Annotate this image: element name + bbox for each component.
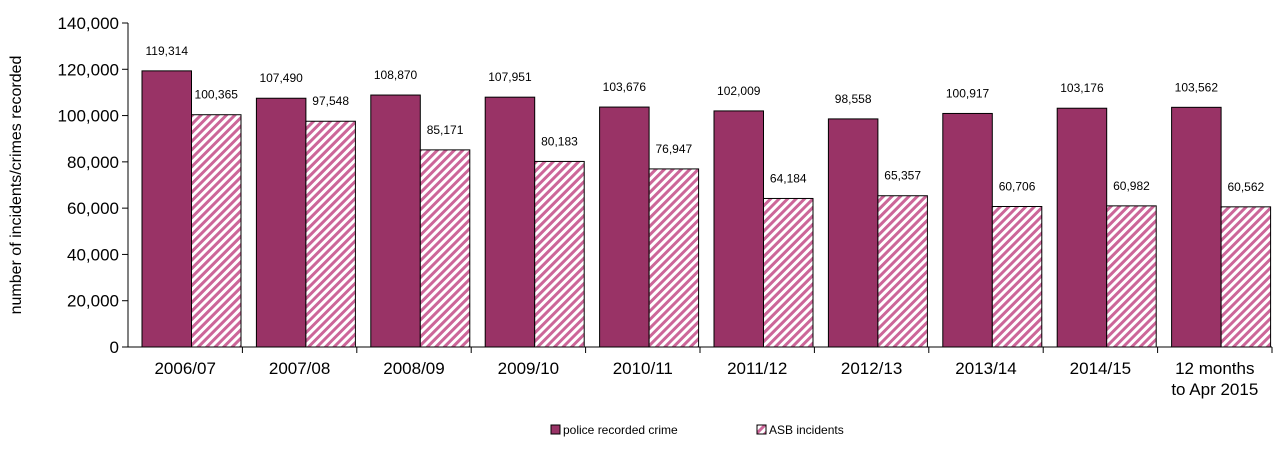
data-labels: 119,314 100,365 107,490 97,548 108,870 85,171… <box>146 44 1265 194</box>
data-label: 60,562 <box>1227 180 1264 194</box>
x-tick-label: 12 months <box>1175 359 1254 378</box>
data-label: 80,183 <box>541 134 578 148</box>
y-tick-label: 120,000 <box>58 60 119 79</box>
data-label: 107,951 <box>488 70 532 84</box>
y-tick-label: 80,000 <box>67 153 119 172</box>
y-tick-label: 60,000 <box>67 199 119 218</box>
legend: police recorded crime ASB incidents <box>550 423 844 437</box>
legend-swatch-police-recorded-crime <box>550 424 561 435</box>
bar-asb-incidents <box>648 168 700 348</box>
y-tick-label: 140,000 <box>58 14 119 33</box>
x-tick-label: 2007/08 <box>269 359 330 378</box>
data-label: 107,490 <box>259 71 303 85</box>
bar-police-recorded-crime <box>484 96 536 348</box>
data-label: 97,548 <box>312 94 349 108</box>
axes <box>122 22 1273 353</box>
data-label: 103,676 <box>603 80 647 94</box>
bar-asb-incidents <box>763 197 814 348</box>
data-label: 85,171 <box>427 123 464 137</box>
legend-label-police-recorded-crime: police recorded crime <box>563 423 678 437</box>
bar-asb-incidents <box>991 206 1043 348</box>
data-label: 102,009 <box>717 84 761 98</box>
bar-asb-incidents <box>305 120 356 348</box>
y-tick-label: 20,000 <box>67 292 119 311</box>
bar-asb-incidents <box>534 160 585 348</box>
x-tick-label: 2011/12 <box>727 359 787 378</box>
legend-swatch-asb-incidents <box>756 424 767 435</box>
bar-police-recorded-crime <box>599 106 650 348</box>
y-tick-label: 0 <box>110 338 119 357</box>
data-label: 103,562 <box>1175 80 1219 94</box>
data-label: 119,314 <box>146 44 189 58</box>
bar-police-recorded-crime <box>1171 106 1222 348</box>
data-label: 76,947 <box>655 142 692 156</box>
data-label: 65,357 <box>884 169 921 183</box>
x-tick-label: 2013/14 <box>955 359 1016 378</box>
y-tick-labels: 0 20,000 40,000 60,000 80,000 100,000 120,000 1… <box>58 14 119 357</box>
x-tick-label: 2010/11 <box>613 359 673 378</box>
data-label: 100,917 <box>946 86 990 100</box>
data-label: 100,365 <box>195 88 239 102</box>
bar-police-recorded-crime <box>942 112 993 348</box>
bar-asb-incidents <box>877 195 928 348</box>
bar-police-recorded-crime <box>1056 107 1108 348</box>
x-tick-label: 2014/15 <box>1070 359 1131 378</box>
legend-label-asb-incidents: ASB incidents <box>769 423 844 437</box>
y-axis-title-group: number of incidents/crimes recorded <box>8 56 25 315</box>
bar-police-recorded-crime <box>713 110 764 348</box>
x-tick-label: 2009/10 <box>498 359 559 378</box>
data-label: 103,176 <box>1060 81 1104 95</box>
bar-asb-incidents <box>1220 206 1272 348</box>
y-tick-label: 100,000 <box>58 107 119 126</box>
y-axis-title: number of incidents/crimes recorded <box>8 56 25 315</box>
bar-asb-incidents <box>419 149 471 348</box>
y-tick-label: 40,000 <box>67 245 119 264</box>
bar-police-recorded-crime <box>370 94 421 348</box>
x-tick-label: 2012/13 <box>841 359 902 378</box>
bar-police-recorded-crime <box>141 70 192 348</box>
data-label: 60,706 <box>999 180 1036 194</box>
x-tick-labels: 2006/07 2007/08 2008/09 2009/10 2010/11 2011/… <box>154 359 1258 399</box>
x-tick-label: to Apr 2015 <box>1171 380 1258 399</box>
bar-police-recorded-crime <box>827 118 879 348</box>
bar-asb-incidents <box>1106 205 1157 348</box>
bar-police-recorded-crime <box>255 97 307 348</box>
bar-asb-incidents <box>191 114 242 348</box>
x-tick-label: 2006/07 <box>154 359 215 378</box>
bars <box>141 70 1272 348</box>
data-label: 60,982 <box>1113 179 1150 193</box>
x-tick-label: 2008/09 <box>383 359 444 378</box>
data-label: 108,870 <box>374 68 418 82</box>
data-label: 64,184 <box>770 171 807 185</box>
data-label: 98,558 <box>835 92 872 106</box>
